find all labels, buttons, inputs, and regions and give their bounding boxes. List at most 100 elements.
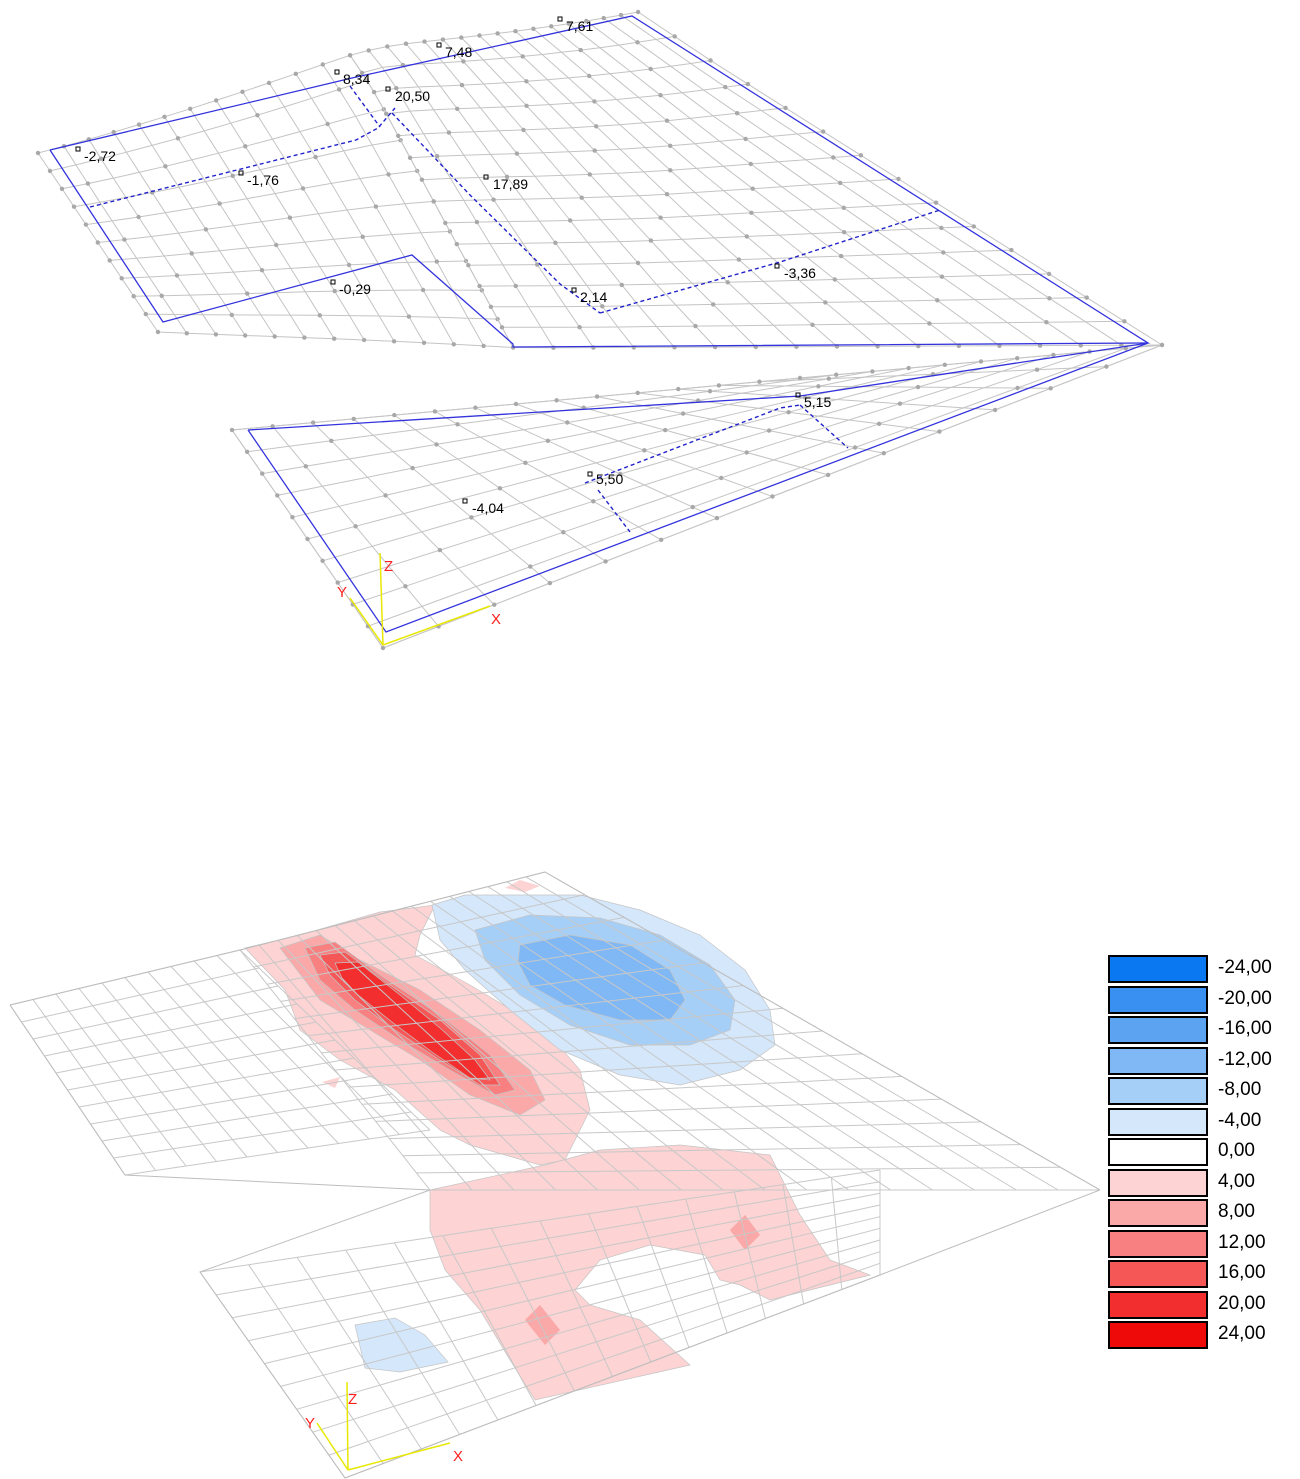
mesh-line bbox=[55, 1021, 317, 1074]
mesh-line bbox=[445, 202, 937, 224]
mesh-node bbox=[290, 515, 295, 520]
mesh-node bbox=[274, 242, 279, 248]
contour-band-positive-4 bbox=[322, 1077, 340, 1088]
mesh-node bbox=[83, 222, 89, 227]
mesh-node bbox=[823, 300, 828, 305]
mesh-line bbox=[264, 1216, 881, 1365]
mesh-node bbox=[454, 241, 459, 247]
mesh-node bbox=[347, 53, 353, 58]
mesh-node bbox=[455, 422, 460, 427]
mesh-node bbox=[549, 24, 554, 29]
mesh-line bbox=[361, 35, 675, 74]
mesh-node bbox=[719, 475, 724, 481]
mesh-line bbox=[199, 1169, 881, 1273]
mesh-line bbox=[393, 1242, 499, 1421]
mesh-node bbox=[403, 41, 409, 46]
mesh-node bbox=[491, 197, 496, 202]
mesh-node bbox=[396, 133, 401, 138]
mesh-node bbox=[1047, 296, 1052, 301]
mesh-node bbox=[336, 87, 342, 92]
mesh-node bbox=[668, 168, 673, 173]
svg-text:5,15: 5,15 bbox=[804, 394, 831, 410]
mesh-node bbox=[455, 106, 460, 112]
legend-item: 12,00 bbox=[1108, 1229, 1288, 1261]
mesh-line bbox=[44, 1003, 298, 1057]
mesh-node bbox=[587, 172, 592, 177]
svg-text:-2,72: -2,72 bbox=[84, 148, 116, 164]
node-value-labels: -2,72 -1,76 -0,29 8,34 7,48 7,61 20,50 bbox=[75, 16, 831, 516]
mesh-node bbox=[384, 111, 389, 116]
mesh-node bbox=[302, 335, 307, 340]
mesh-line bbox=[460, 37, 757, 348]
mesh-node bbox=[592, 99, 597, 104]
mesh-line bbox=[348, 1053, 863, 1088]
contour-band-positive-8 bbox=[730, 1215, 760, 1250]
legend-value-label: -20,00 bbox=[1218, 987, 1272, 1009]
mesh-node bbox=[672, 34, 677, 39]
mesh-node bbox=[346, 262, 352, 268]
mesh-node bbox=[658, 93, 663, 98]
mesh-node bbox=[477, 33, 482, 38]
mesh-node bbox=[810, 322, 815, 327]
mesh-node bbox=[736, 257, 742, 262]
mesh-node bbox=[320, 62, 325, 67]
legend-item: 4,00 bbox=[1108, 1168, 1288, 1200]
mesh-line bbox=[490, 1228, 575, 1392]
mesh-line bbox=[588, 1213, 652, 1363]
mesh-node bbox=[584, 18, 589, 24]
mesh-node bbox=[189, 251, 194, 256]
legend-value-label: -12,00 bbox=[1218, 1048, 1272, 1070]
mesh-node bbox=[566, 21, 571, 26]
mesh-node bbox=[437, 547, 443, 553]
mesh-line bbox=[374, 59, 711, 93]
svg-text:-4,04: -4,04 bbox=[472, 500, 504, 516]
mesh-node bbox=[303, 464, 308, 469]
mesh-node bbox=[971, 224, 976, 229]
node-value-label: 2,14 bbox=[571, 287, 607, 305]
mesh-node bbox=[750, 186, 755, 191]
mesh-node bbox=[122, 237, 127, 242]
mesh-line bbox=[268, 82, 425, 344]
legend-value-label: 20,00 bbox=[1218, 1292, 1266, 1314]
mesh-node bbox=[870, 369, 875, 374]
mesh-node bbox=[734, 111, 740, 116]
legend-value-label: 8,00 bbox=[1218, 1201, 1255, 1222]
mesh-node bbox=[658, 215, 663, 220]
mesh-node bbox=[71, 204, 77, 209]
mesh-node bbox=[1159, 342, 1165, 348]
mesh-node bbox=[35, 150, 41, 156]
legend-value-label: 0,00 bbox=[1218, 1140, 1255, 1161]
mesh-node bbox=[313, 154, 318, 160]
mesh-node bbox=[592, 148, 597, 153]
node-value-label: 20,50 bbox=[385, 86, 430, 104]
mesh-line bbox=[294, 962, 704, 1020]
mesh-node bbox=[1009, 247, 1014, 253]
mesh-node bbox=[1122, 319, 1127, 324]
mesh-node bbox=[554, 398, 559, 403]
mesh-node bbox=[906, 365, 911, 371]
mesh-node bbox=[203, 227, 209, 232]
mesh-node bbox=[834, 372, 839, 377]
mesh-grid bbox=[35, 9, 1165, 651]
mesh-line bbox=[322, 64, 485, 347]
legend-value-label: -16,00 bbox=[1218, 1018, 1272, 1039]
axis-y-label: Y bbox=[337, 584, 347, 601]
mesh-node bbox=[858, 153, 864, 158]
mesh-node bbox=[392, 412, 397, 418]
mesh-node bbox=[707, 389, 713, 394]
mesh-node bbox=[1034, 367, 1040, 372]
node-value-label: 8,34 bbox=[334, 69, 370, 87]
node-value-label: 5,15 bbox=[795, 392, 831, 410]
mesh-line bbox=[21, 967, 260, 1023]
mesh-node bbox=[744, 234, 749, 239]
mesh-node bbox=[935, 298, 940, 303]
mesh-node bbox=[577, 325, 582, 330]
mesh-node bbox=[939, 225, 944, 231]
mesh-node bbox=[663, 427, 668, 433]
mesh-node bbox=[825, 472, 831, 478]
mesh-node bbox=[434, 442, 439, 447]
mesh-node bbox=[594, 124, 599, 129]
mesh-node bbox=[440, 37, 446, 42]
mesh-node bbox=[553, 240, 558, 245]
mesh-node bbox=[243, 144, 248, 149]
